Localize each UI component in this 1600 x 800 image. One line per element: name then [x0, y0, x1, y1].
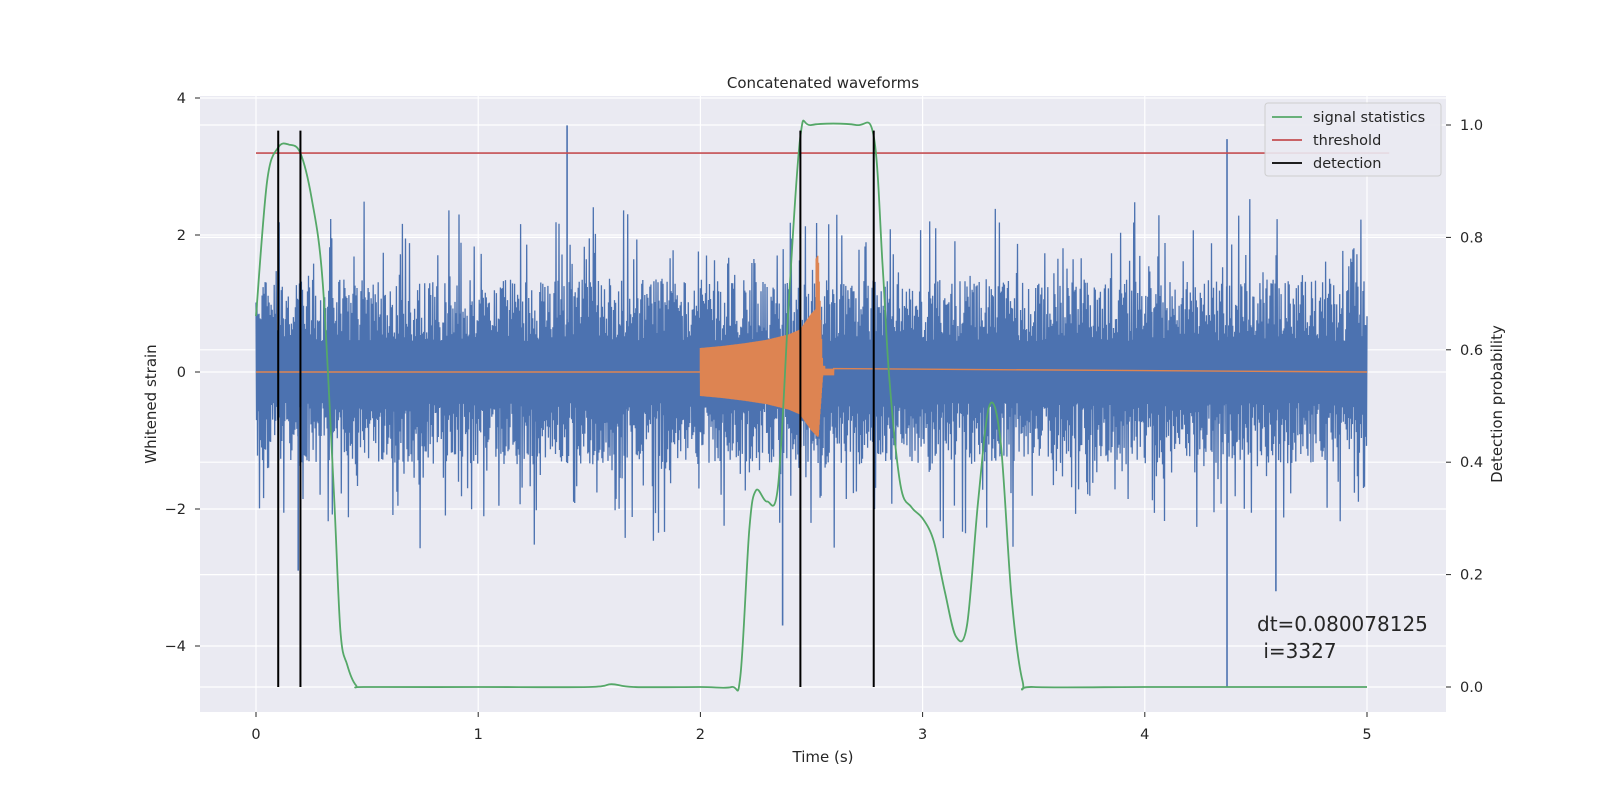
annotation-i: i=3327 [1257, 639, 1337, 663]
chart-title: Concatenated waveforms [727, 74, 919, 92]
ticks: 0 1 2 3 4 5 −4 −2 0 2 4 0.0 0.2 0.4 0.6 0.8 1.0 [165, 91, 1483, 743]
legend-label-detection: detection [1313, 156, 1381, 172]
y-left-tick-label-1: −2 [165, 502, 186, 518]
x-tick-label-0: 0 [251, 727, 260, 743]
y-left-tick-label-4: 4 [177, 91, 186, 107]
y-right-tick-label-5: 1.0 [1460, 118, 1483, 134]
strain-noise-line [255, 199, 1368, 549]
signal-statistics-line [255, 119, 1367, 692]
strain-chirp-line [256, 255, 1368, 437]
y-left-tick-label-2: 0 [177, 365, 186, 381]
y-axis-label-left: Whitened strain [142, 344, 160, 463]
series-layer [255, 119, 1390, 692]
y-axis-label-right: Detection probability [1488, 325, 1506, 483]
y-right-tick-label-1: 0.2 [1460, 568, 1483, 584]
legend-box [1264, 102, 1442, 177]
y-right-tick-label-4: 0.8 [1460, 230, 1483, 246]
legend: signal statistics threshold detection [1264, 102, 1442, 177]
y-right-tick-label-2: 0.4 [1460, 455, 1483, 471]
annotation: dt=0.080078125 i=3327 [1257, 612, 1428, 663]
x-tick-label-1: 1 [474, 727, 483, 743]
x-tick-label-2: 2 [696, 727, 705, 743]
y-left-tick-label-3: 2 [177, 228, 186, 244]
x-axis-label: Time (s) [792, 748, 854, 766]
y-right-tick-label-3: 0.6 [1460, 343, 1483, 359]
x-tick-label-5: 5 [1362, 727, 1371, 743]
x-tick-label-4: 4 [1140, 727, 1149, 743]
y-right-tick-label-0: 0.0 [1460, 680, 1483, 696]
legend-label-signal-statistics: signal statistics [1313, 110, 1425, 126]
legend-label-threshold: threshold [1313, 133, 1381, 149]
annotation-dt: dt=0.080078125 [1257, 612, 1428, 636]
y-left-tick-label-0: −4 [165, 639, 186, 655]
x-tick-label-3: 3 [918, 727, 927, 743]
